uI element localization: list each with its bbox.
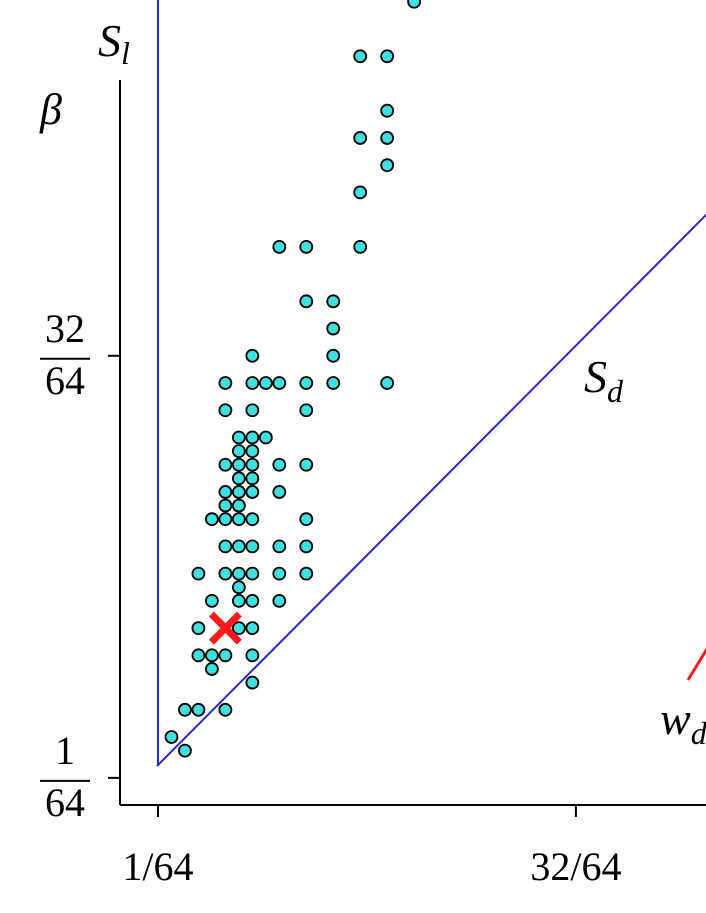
point — [380, 103, 395, 118]
point — [218, 648, 233, 663]
point — [245, 539, 260, 554]
point — [231, 566, 246, 581]
point — [299, 239, 314, 254]
point — [272, 376, 287, 390]
point — [326, 321, 341, 336]
point — [231, 539, 246, 554]
point — [245, 485, 260, 499]
y-tick-label: 64 — [45, 780, 85, 825]
point — [218, 566, 233, 581]
point — [231, 580, 246, 595]
point — [299, 403, 314, 418]
point — [299, 512, 314, 527]
point — [231, 457, 246, 472]
point — [245, 457, 260, 472]
point — [353, 49, 368, 64]
point — [380, 131, 395, 145]
s-l-label: Sl — [98, 15, 130, 71]
point — [299, 376, 314, 390]
point — [353, 239, 368, 254]
point — [299, 457, 314, 472]
point — [353, 131, 368, 145]
point — [245, 444, 260, 459]
point — [326, 348, 341, 363]
point — [299, 294, 314, 309]
s-d-label: Sd — [584, 351, 624, 409]
point — [205, 648, 219, 663]
point — [245, 471, 260, 486]
point — [245, 430, 260, 445]
point — [218, 376, 233, 390]
x-tick-label: 32/64 — [530, 844, 621, 889]
point — [178, 743, 192, 758]
point — [245, 403, 260, 418]
point — [231, 593, 246, 608]
line-s-d — [156, 213, 706, 767]
point — [218, 485, 233, 499]
point — [205, 512, 219, 527]
point — [191, 566, 206, 581]
point — [231, 444, 246, 459]
point — [272, 593, 287, 608]
y-tick-label: 1 — [55, 728, 75, 773]
point — [380, 376, 395, 390]
point — [245, 593, 260, 608]
point — [231, 471, 246, 486]
point — [326, 294, 341, 309]
point — [231, 485, 246, 499]
y-tick-label: 64 — [45, 358, 85, 403]
point — [205, 662, 219, 676]
point — [380, 49, 395, 64]
point — [205, 593, 219, 608]
point — [258, 430, 273, 445]
point — [299, 539, 314, 554]
point — [258, 376, 273, 390]
point — [272, 539, 287, 554]
point — [231, 512, 246, 527]
point — [245, 648, 260, 663]
point — [231, 430, 246, 445]
point — [218, 498, 233, 513]
point — [218, 457, 233, 472]
point — [299, 566, 314, 581]
point — [245, 512, 260, 527]
point — [191, 648, 206, 663]
point — [245, 566, 260, 581]
point — [245, 621, 260, 636]
point — [218, 512, 233, 527]
w-label: wd — [660, 693, 706, 751]
point — [191, 702, 206, 717]
point — [231, 498, 246, 513]
point — [218, 702, 233, 717]
point — [380, 158, 395, 173]
point — [164, 730, 179, 744]
point — [272, 566, 287, 581]
point — [191, 621, 206, 636]
point — [326, 376, 341, 390]
point — [272, 239, 287, 254]
point — [272, 485, 287, 499]
point — [407, 0, 422, 9]
marker-x — [208, 611, 242, 645]
y-tick-label: 32 — [45, 306, 85, 351]
point — [218, 539, 233, 554]
point — [231, 621, 246, 636]
point — [178, 702, 192, 717]
point — [245, 376, 260, 390]
y-axis-label: β — [39, 85, 62, 134]
point — [353, 185, 368, 200]
point — [245, 348, 260, 363]
w-line — [686, 647, 706, 681]
point — [272, 457, 287, 472]
x-tick-label: 1/64 — [122, 844, 193, 889]
point — [245, 675, 260, 690]
point — [218, 403, 233, 418]
